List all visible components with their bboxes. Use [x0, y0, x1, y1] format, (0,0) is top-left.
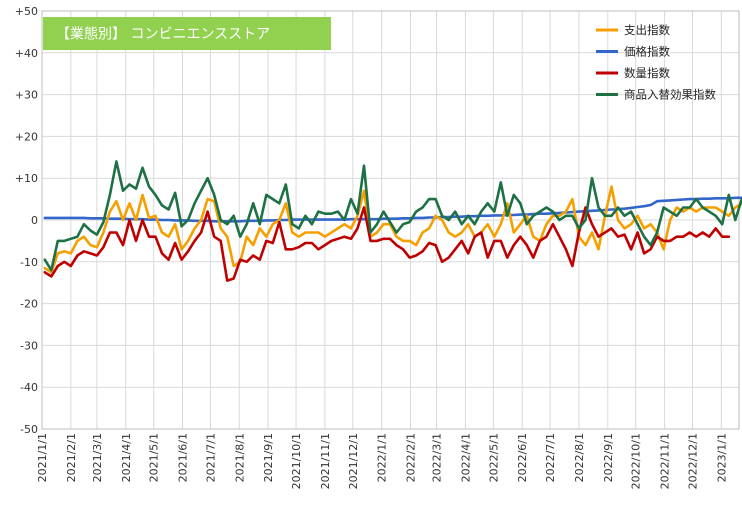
x-tick-label: 2021/6/1	[177, 433, 190, 482]
legend-label: 商品入替効果指数	[624, 88, 716, 102]
y-tick-label: -50	[20, 423, 38, 436]
series-lines	[43, 160, 742, 282]
x-tick-label: 2021/9/1	[262, 433, 275, 482]
y-tick-label: -30	[20, 339, 38, 352]
legend-label: 支出指数	[624, 23, 670, 37]
x-tick-label: 2021/11/1	[319, 433, 332, 489]
chart-title-background	[43, 17, 331, 50]
x-tick-label: 2021/5/1	[148, 433, 161, 482]
x-tick-label: 2021/4/1	[120, 433, 133, 482]
x-tick-label: 2021/2/1	[65, 433, 78, 482]
y-tick-label: +10	[15, 172, 38, 185]
x-tick-label: 2021/10/1	[290, 433, 303, 489]
y-tick-label: -10	[20, 256, 38, 269]
x-tick-label: 2022/6/1	[516, 433, 529, 482]
series-line-1	[43, 196, 742, 223]
x-tick-label: 2022/8/1	[573, 433, 586, 482]
legend-label: 数量指数	[624, 66, 670, 80]
x-tick-label: 2021/3/1	[91, 433, 104, 482]
series-line-2	[43, 206, 731, 282]
y-tick-label: +30	[15, 89, 38, 102]
x-tick-label: 2023/1/1	[715, 433, 728, 482]
x-tick-label: 2022/1/1	[376, 433, 389, 482]
series-line-0	[43, 185, 742, 274]
y-tick-label: +50	[15, 5, 38, 18]
x-tick-label: 2022/2/1	[405, 433, 418, 482]
x-tick-label: 2021/1/1	[36, 433, 49, 482]
x-tick-label: 2022/11/1	[659, 433, 672, 489]
y-axis: -50 -40 -30 -20 -10 0 +10 +20 +30 +40 +50	[15, 5, 38, 436]
x-tick-label: 2021/7/1	[204, 433, 217, 482]
x-axis: 2021/1/1 2021/2/1 2021/3/1 2021/4/1 2021/5/1…	[36, 433, 728, 489]
y-tick-label: 0	[31, 214, 38, 227]
y-tick-label: -40	[20, 381, 38, 394]
x-tick-label: 2022/4/1	[459, 433, 472, 482]
chart-title: 【業態別】 コンビニエンスストア	[56, 27, 270, 43]
x-tick-label: 2022/3/1	[431, 433, 444, 482]
x-tick-label: 2022/12/1	[686, 433, 699, 489]
y-tick-label: +20	[15, 130, 38, 143]
x-tick-label: 2021/8/1	[233, 433, 246, 482]
y-tick-label: +40	[15, 47, 38, 60]
y-tick-label: -20	[20, 298, 38, 311]
x-tick-label: 2022/9/1	[602, 433, 615, 482]
series-line-3	[43, 160, 742, 272]
legend-label: 価格指数	[624, 45, 670, 59]
x-tick-label: 2022/7/1	[544, 433, 557, 482]
chart-title-box: 【業態別】 コンビニエンスストア	[43, 17, 331, 50]
plot-area-border	[41, 10, 740, 430]
x-tick-label: 2021/12/1	[347, 433, 360, 489]
x-tick-label: 2022/5/1	[487, 433, 500, 482]
x-tick-label: 2022/10/1	[630, 433, 643, 489]
